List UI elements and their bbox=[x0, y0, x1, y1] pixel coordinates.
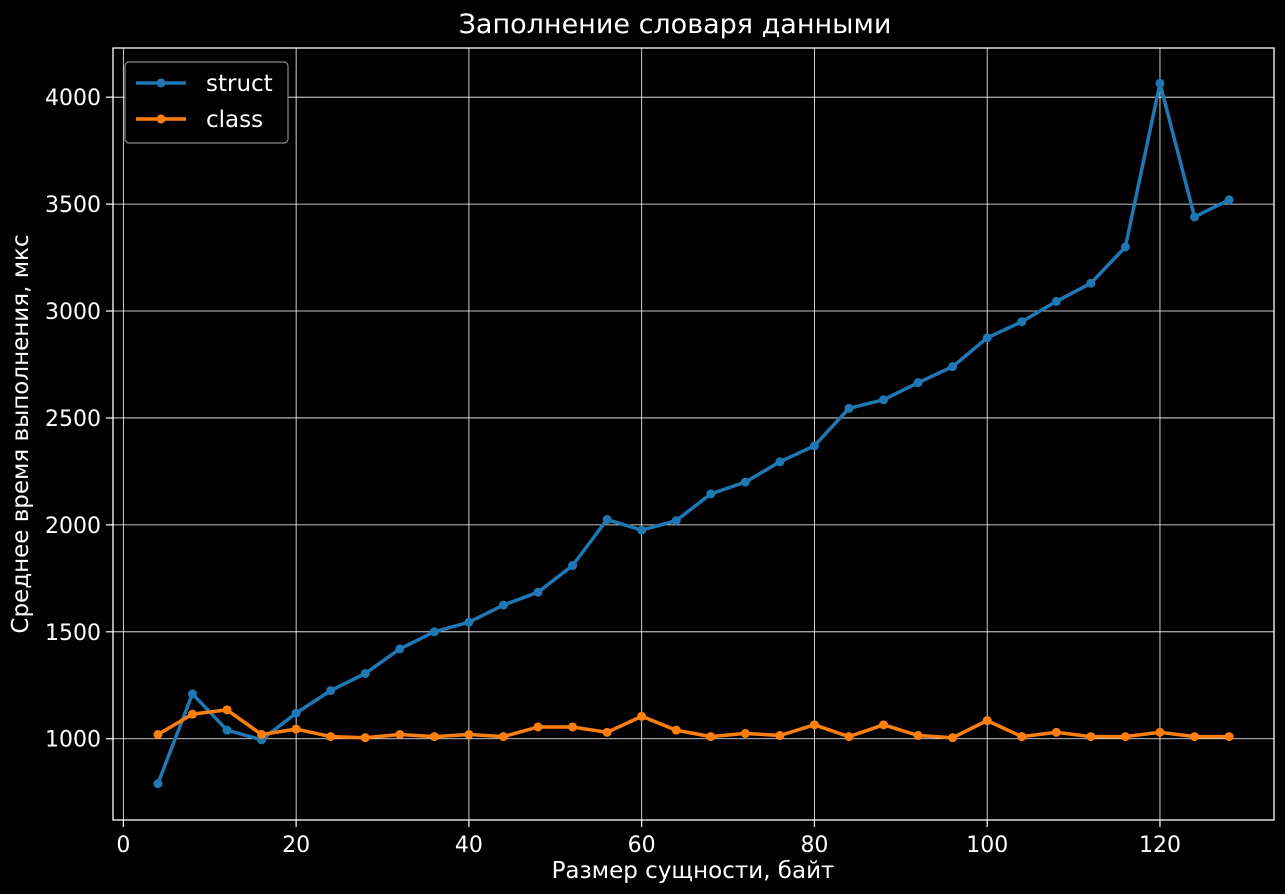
data-point-struct bbox=[913, 378, 923, 388]
data-point-class bbox=[533, 722, 543, 732]
data-point-struct bbox=[1190, 212, 1200, 222]
data-point-class bbox=[913, 731, 923, 741]
data-point-struct bbox=[706, 489, 716, 499]
data-point-class bbox=[1224, 732, 1234, 742]
x-tick-label: 120 bbox=[1139, 833, 1181, 858]
x-tick-label: 80 bbox=[800, 833, 828, 858]
y-tick-label: 1000 bbox=[45, 728, 101, 753]
x-tick-label: 40 bbox=[455, 833, 483, 858]
data-point-class bbox=[464, 729, 474, 739]
data-point-struct bbox=[1224, 195, 1234, 205]
data-point-struct bbox=[1017, 317, 1027, 327]
series-lines bbox=[153, 78, 1234, 789]
data-point-class bbox=[637, 711, 647, 721]
data-point-struct bbox=[360, 669, 370, 679]
y-tick-label: 3500 bbox=[45, 193, 101, 218]
data-point-struct bbox=[1051, 296, 1061, 306]
data-point-class bbox=[222, 705, 232, 715]
series-line-struct bbox=[156, 81, 1230, 785]
data-point-struct bbox=[291, 708, 301, 718]
data-point-class bbox=[1086, 732, 1096, 742]
data-point-class bbox=[879, 720, 889, 730]
data-point-struct bbox=[879, 395, 889, 405]
data-point-struct bbox=[637, 525, 647, 535]
data-point-class bbox=[602, 727, 612, 737]
x-axis-ticks: 0 20 40 60 80 100 120 bbox=[116, 820, 1181, 858]
y-tick-label: 3000 bbox=[45, 300, 101, 325]
data-point-class bbox=[671, 725, 681, 735]
plot-area-frame bbox=[112, 47, 1275, 821]
y-axis-label: Среднее время выполнения, мкс bbox=[8, 234, 34, 633]
x-axis-label: Размер сущности, байт bbox=[552, 858, 835, 884]
data-point-struct bbox=[498, 600, 508, 610]
x-tick-label: 20 bbox=[282, 833, 310, 858]
y-axis-ticks: 1000 1500 2000 2500 3000 3500 4000 bbox=[45, 86, 113, 753]
y-tick-label: 4000 bbox=[45, 86, 101, 111]
data-point-class bbox=[1120, 732, 1130, 742]
data-point-class bbox=[809, 720, 819, 730]
data-point-struct bbox=[844, 403, 854, 413]
y-tick-label: 2500 bbox=[45, 407, 101, 432]
data-point-struct bbox=[187, 689, 197, 699]
grid-lines bbox=[113, 48, 1274, 820]
legend-label-class: class bbox=[206, 107, 263, 133]
data-point-struct bbox=[464, 617, 474, 627]
data-point-class bbox=[1155, 727, 1165, 737]
data-point-struct bbox=[153, 779, 163, 789]
data-point-struct bbox=[602, 515, 612, 525]
legend-marker-struct bbox=[156, 78, 166, 88]
legend-label-struct: struct bbox=[206, 71, 273, 97]
data-point-struct bbox=[775, 457, 785, 467]
data-point-struct bbox=[1155, 78, 1165, 88]
data-point-class bbox=[291, 724, 301, 734]
data-point-class bbox=[775, 731, 785, 741]
data-point-class bbox=[948, 733, 958, 743]
data-point-struct bbox=[671, 516, 681, 526]
x-tick-label: 100 bbox=[966, 833, 1008, 858]
data-point-class bbox=[153, 729, 163, 739]
data-point-class bbox=[706, 732, 716, 742]
chart-title: Заполнение словаря данными bbox=[459, 9, 892, 40]
data-point-class bbox=[187, 709, 197, 719]
data-point-struct bbox=[568, 561, 578, 571]
data-point-struct bbox=[982, 333, 992, 343]
data-point-class bbox=[326, 732, 336, 742]
y-tick-label: 1500 bbox=[45, 621, 101, 646]
legend: struct class bbox=[124, 61, 289, 144]
data-point-class bbox=[568, 722, 578, 732]
y-tick-label: 2000 bbox=[45, 514, 101, 539]
data-point-class bbox=[1051, 727, 1061, 737]
data-point-struct bbox=[740, 477, 750, 487]
data-point-class bbox=[982, 716, 992, 726]
data-point-class bbox=[429, 732, 439, 742]
data-point-struct bbox=[1120, 242, 1130, 252]
data-point-struct bbox=[948, 362, 958, 372]
x-tick-label: 0 bbox=[116, 833, 130, 858]
data-point-class bbox=[395, 729, 405, 739]
data-point-struct bbox=[395, 644, 405, 654]
data-point-class bbox=[1017, 732, 1027, 742]
data-point-struct bbox=[222, 725, 232, 735]
data-point-class bbox=[844, 732, 854, 742]
x-tick-label: 60 bbox=[628, 833, 656, 858]
data-point-struct bbox=[1086, 278, 1096, 288]
data-point-class bbox=[498, 732, 508, 742]
data-point-class bbox=[360, 733, 370, 743]
legend-marker-class bbox=[156, 114, 166, 124]
data-point-struct bbox=[326, 686, 336, 696]
data-point-class bbox=[1190, 732, 1200, 742]
data-point-struct bbox=[533, 587, 543, 597]
data-point-class bbox=[257, 729, 267, 739]
data-point-struct bbox=[809, 441, 819, 451]
data-point-class bbox=[740, 728, 750, 738]
series-line-class bbox=[157, 708, 1230, 740]
data-point-struct bbox=[429, 627, 439, 637]
